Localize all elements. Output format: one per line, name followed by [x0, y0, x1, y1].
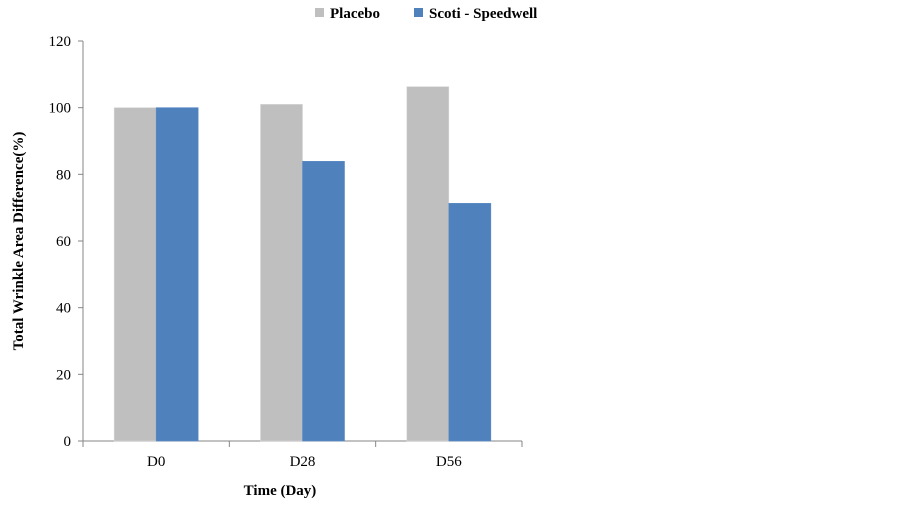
x-axis-label: Time (Day) — [244, 483, 317, 499]
legend-label: Placebo — [330, 6, 380, 22]
bar-scoti-speedwell-d0 — [155, 107, 199, 442]
y-tick-label: 120 — [49, 34, 72, 50]
legend-label: Scoti - Speedwell — [429, 6, 537, 22]
y-tick-label: 60 — [56, 234, 71, 250]
x-tick-label: D28 — [290, 454, 316, 470]
y-tick-label: 0 — [64, 434, 72, 450]
bar-placebo-d56 — [406, 86, 450, 442]
legend-swatch — [315, 8, 324, 17]
legend: Placebo Scoti - Speedwell — [315, 6, 537, 22]
y-tick-label: 80 — [56, 167, 71, 183]
bar-scoti-speedwell-d56 — [448, 203, 492, 442]
bars — [113, 86, 492, 442]
x-tick-label: D56 — [436, 454, 462, 470]
y-axis: 0 20 40 60 80 100 120 — [49, 34, 84, 450]
bar-scoti-speedwell-d28 — [302, 161, 345, 442]
y-axis-label: Total Wrinkle Area Difference(%) — [11, 132, 27, 351]
x-axis: D0 D28 D56 — [82, 440, 523, 470]
y-tick-label: 40 — [56, 301, 71, 317]
bar-placebo-d28 — [260, 104, 303, 442]
bar-placebo-d0 — [113, 107, 157, 442]
y-tick-label: 100 — [49, 101, 72, 117]
legend-swatch — [414, 8, 423, 17]
y-tick-label: 20 — [56, 367, 71, 383]
x-tick-label: D0 — [147, 454, 165, 470]
